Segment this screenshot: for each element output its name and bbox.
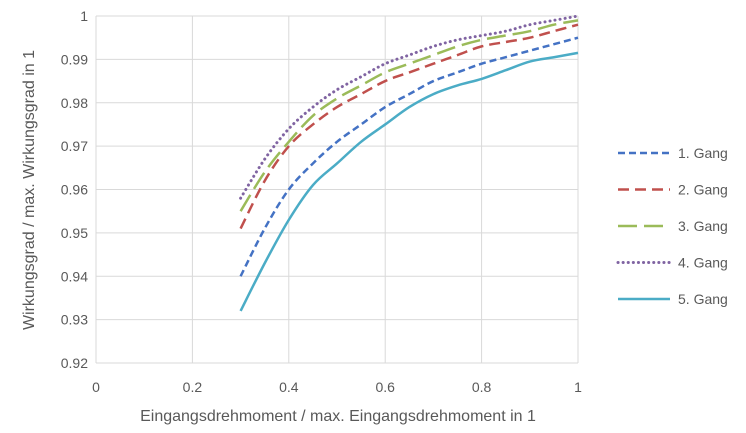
series-lines xyxy=(239,14,580,312)
x-tick-label: 0.8 xyxy=(472,379,492,395)
y-tick-label: 0.92 xyxy=(61,355,88,371)
y-tick-label: 0.94 xyxy=(61,268,88,284)
legend: 1. Gang 2. Gang 3. Gang 4. Gang 5. Gang xyxy=(616,145,728,307)
x-tick-label: 1 xyxy=(574,379,582,395)
y-tick-label: 0.98 xyxy=(61,95,88,111)
y-tick-label: 0.96 xyxy=(61,182,88,198)
y-axis-title: Wirkungsgrad / max. Wirkungsgrad in 1 xyxy=(21,50,38,330)
grid xyxy=(95,15,579,364)
y-tick-label: 0.93 xyxy=(61,312,88,328)
legend-label-5: 5. Gang xyxy=(678,291,728,307)
y-tick-label: 0.95 xyxy=(61,225,88,241)
y-tick-label: 0.99 xyxy=(61,51,88,67)
series-line-3 xyxy=(239,19,579,212)
x-axis-title: Eingangsdrehmoment / max. Eingangsdrehmo… xyxy=(140,408,536,425)
y-tick-label: 1 xyxy=(80,8,88,24)
x-tick-label: 0.6 xyxy=(375,379,395,395)
y-tick-label: 0.97 xyxy=(61,138,88,154)
legend-label-1: 1. Gang xyxy=(678,145,728,161)
series-line-5 xyxy=(239,51,579,312)
legend-label-4: 4. Gang xyxy=(678,255,728,271)
series-line-2 xyxy=(239,23,579,230)
axis-ticks: 0.92 0.93 0.94 0.95 0.96 0.97 0.98 0.99 1 0 0.2 0.4… xyxy=(61,8,582,395)
x-tick-label: 0.2 xyxy=(183,379,203,395)
series-line-1 xyxy=(239,36,579,277)
legend-label-3: 3. Gang xyxy=(678,218,728,234)
x-tick-label: 0.4 xyxy=(279,379,299,395)
x-tick-label: 0 xyxy=(92,379,100,395)
legend-label-2: 2. Gang xyxy=(678,182,728,198)
